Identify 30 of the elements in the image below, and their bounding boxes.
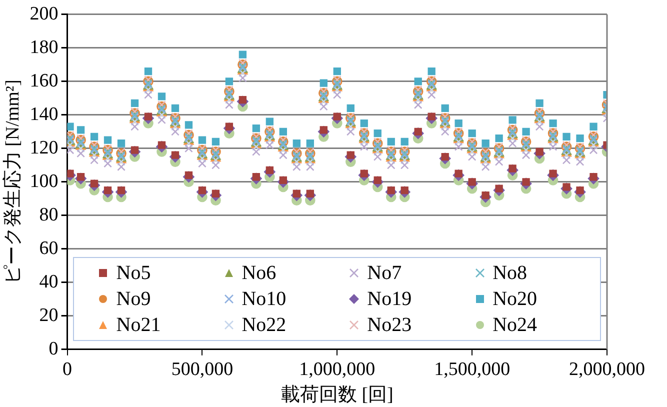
legend-label: No10 [242, 288, 286, 311]
x-tick-label: 0 [62, 358, 72, 380]
y-tick-label: 200 [30, 3, 58, 24]
legend-label: No19 [367, 288, 412, 311]
y-tick-label: 140 [30, 104, 58, 125]
y-tick-label: 0 [48, 338, 58, 360]
y-tick-label: 20 [39, 304, 58, 326]
y-tick-label: 60 [39, 238, 58, 259]
legend-label: No22 [242, 314, 286, 337]
legend-label: No9 [116, 288, 151, 311]
y-axis-title: ピーク発生応力 [N/mm²] [1, 80, 24, 284]
legend-label: No24 [492, 314, 538, 337]
x-tick-label: 1,000,000 [299, 358, 376, 380]
y-tick-label: 120 [30, 137, 58, 158]
legend-label: No6 [242, 262, 276, 285]
legend-label: No23 [367, 314, 412, 337]
legend-label: No7 [367, 262, 402, 285]
y-tick-label: 180 [30, 36, 58, 58]
y-tick-label: 160 [30, 70, 58, 92]
legend-label: No21 [116, 314, 161, 337]
legend-label: No20 [492, 288, 538, 311]
x-tick-label: 2,000,000 [569, 358, 645, 380]
legend-label: No5 [116, 262, 151, 285]
legend-label: No8 [492, 262, 528, 285]
y-tick-label: 100 [30, 170, 58, 192]
y-tick-label: 40 [39, 271, 58, 292]
x-axis-title: 載荷回数 [回] [280, 384, 394, 406]
x-tick-label: 500,000 [171, 358, 234, 380]
y-tick-label: 80 [39, 204, 58, 226]
x-tick-label: 1,500,000 [434, 358, 510, 380]
